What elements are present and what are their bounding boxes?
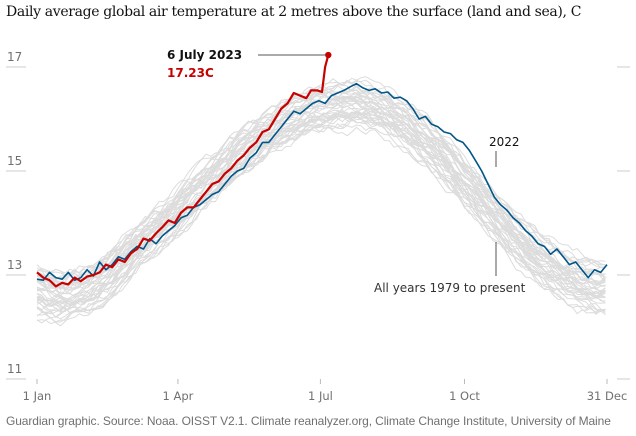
year-line	[36, 114, 606, 307]
year-line	[36, 111, 606, 305]
label-2022: 2022	[489, 135, 520, 149]
x-tick-label: 1 Jul	[308, 389, 333, 403]
y-tick-label: 15	[7, 154, 22, 168]
year-line	[36, 95, 606, 308]
year-line	[36, 104, 606, 305]
year-line	[36, 76, 606, 276]
label-all-years: All years 1979 to present	[374, 281, 526, 295]
x-tick-label: 1 Jan	[23, 389, 52, 403]
year-line	[36, 77, 606, 274]
chart-title: Daily average global air temperature at …	[6, 4, 582, 20]
year-line	[36, 96, 606, 287]
series-2023-line	[36, 54, 330, 288]
year-line	[36, 105, 606, 306]
y-tick-label: 11	[7, 362, 22, 376]
annotations: 6 July 2023 17.23C 2022 All years 1979 t…	[167, 48, 526, 295]
year-line	[36, 81, 606, 282]
highlight-series	[36, 51, 608, 288]
peak-marker	[325, 51, 332, 59]
peak-value-label: 17.23C	[167, 66, 214, 80]
chart-area: 17 15 13 11 1 Jan 1 Apr 1 Jul 1 Oct 31 Dec 6 Ju…	[6, 48, 630, 403]
y-tick-label: 17	[7, 50, 22, 64]
all-years-lines	[36, 76, 606, 327]
y-axis: 17 15 13 11	[6, 50, 630, 380]
series-2022-line	[36, 82, 608, 282]
year-line	[37, 100, 606, 302]
y-tick-label: 13	[7, 258, 22, 272]
peak-date-label: 6 July 2023	[167, 48, 242, 62]
year-line	[36, 92, 606, 298]
x-tick-label: 1 Apr	[162, 389, 193, 403]
year-line	[36, 96, 606, 289]
x-tick-label: 31 Dec	[587, 389, 628, 403]
year-line	[37, 111, 606, 327]
x-axis: 1 Jan 1 Apr 1 Jul 1 Oct 31 Dec	[23, 379, 628, 403]
year-line	[36, 110, 606, 305]
x-tick-label: 1 Oct	[449, 389, 480, 403]
source-note: Guardian graphic. Source: Noaa. OISST V2…	[6, 414, 611, 428]
